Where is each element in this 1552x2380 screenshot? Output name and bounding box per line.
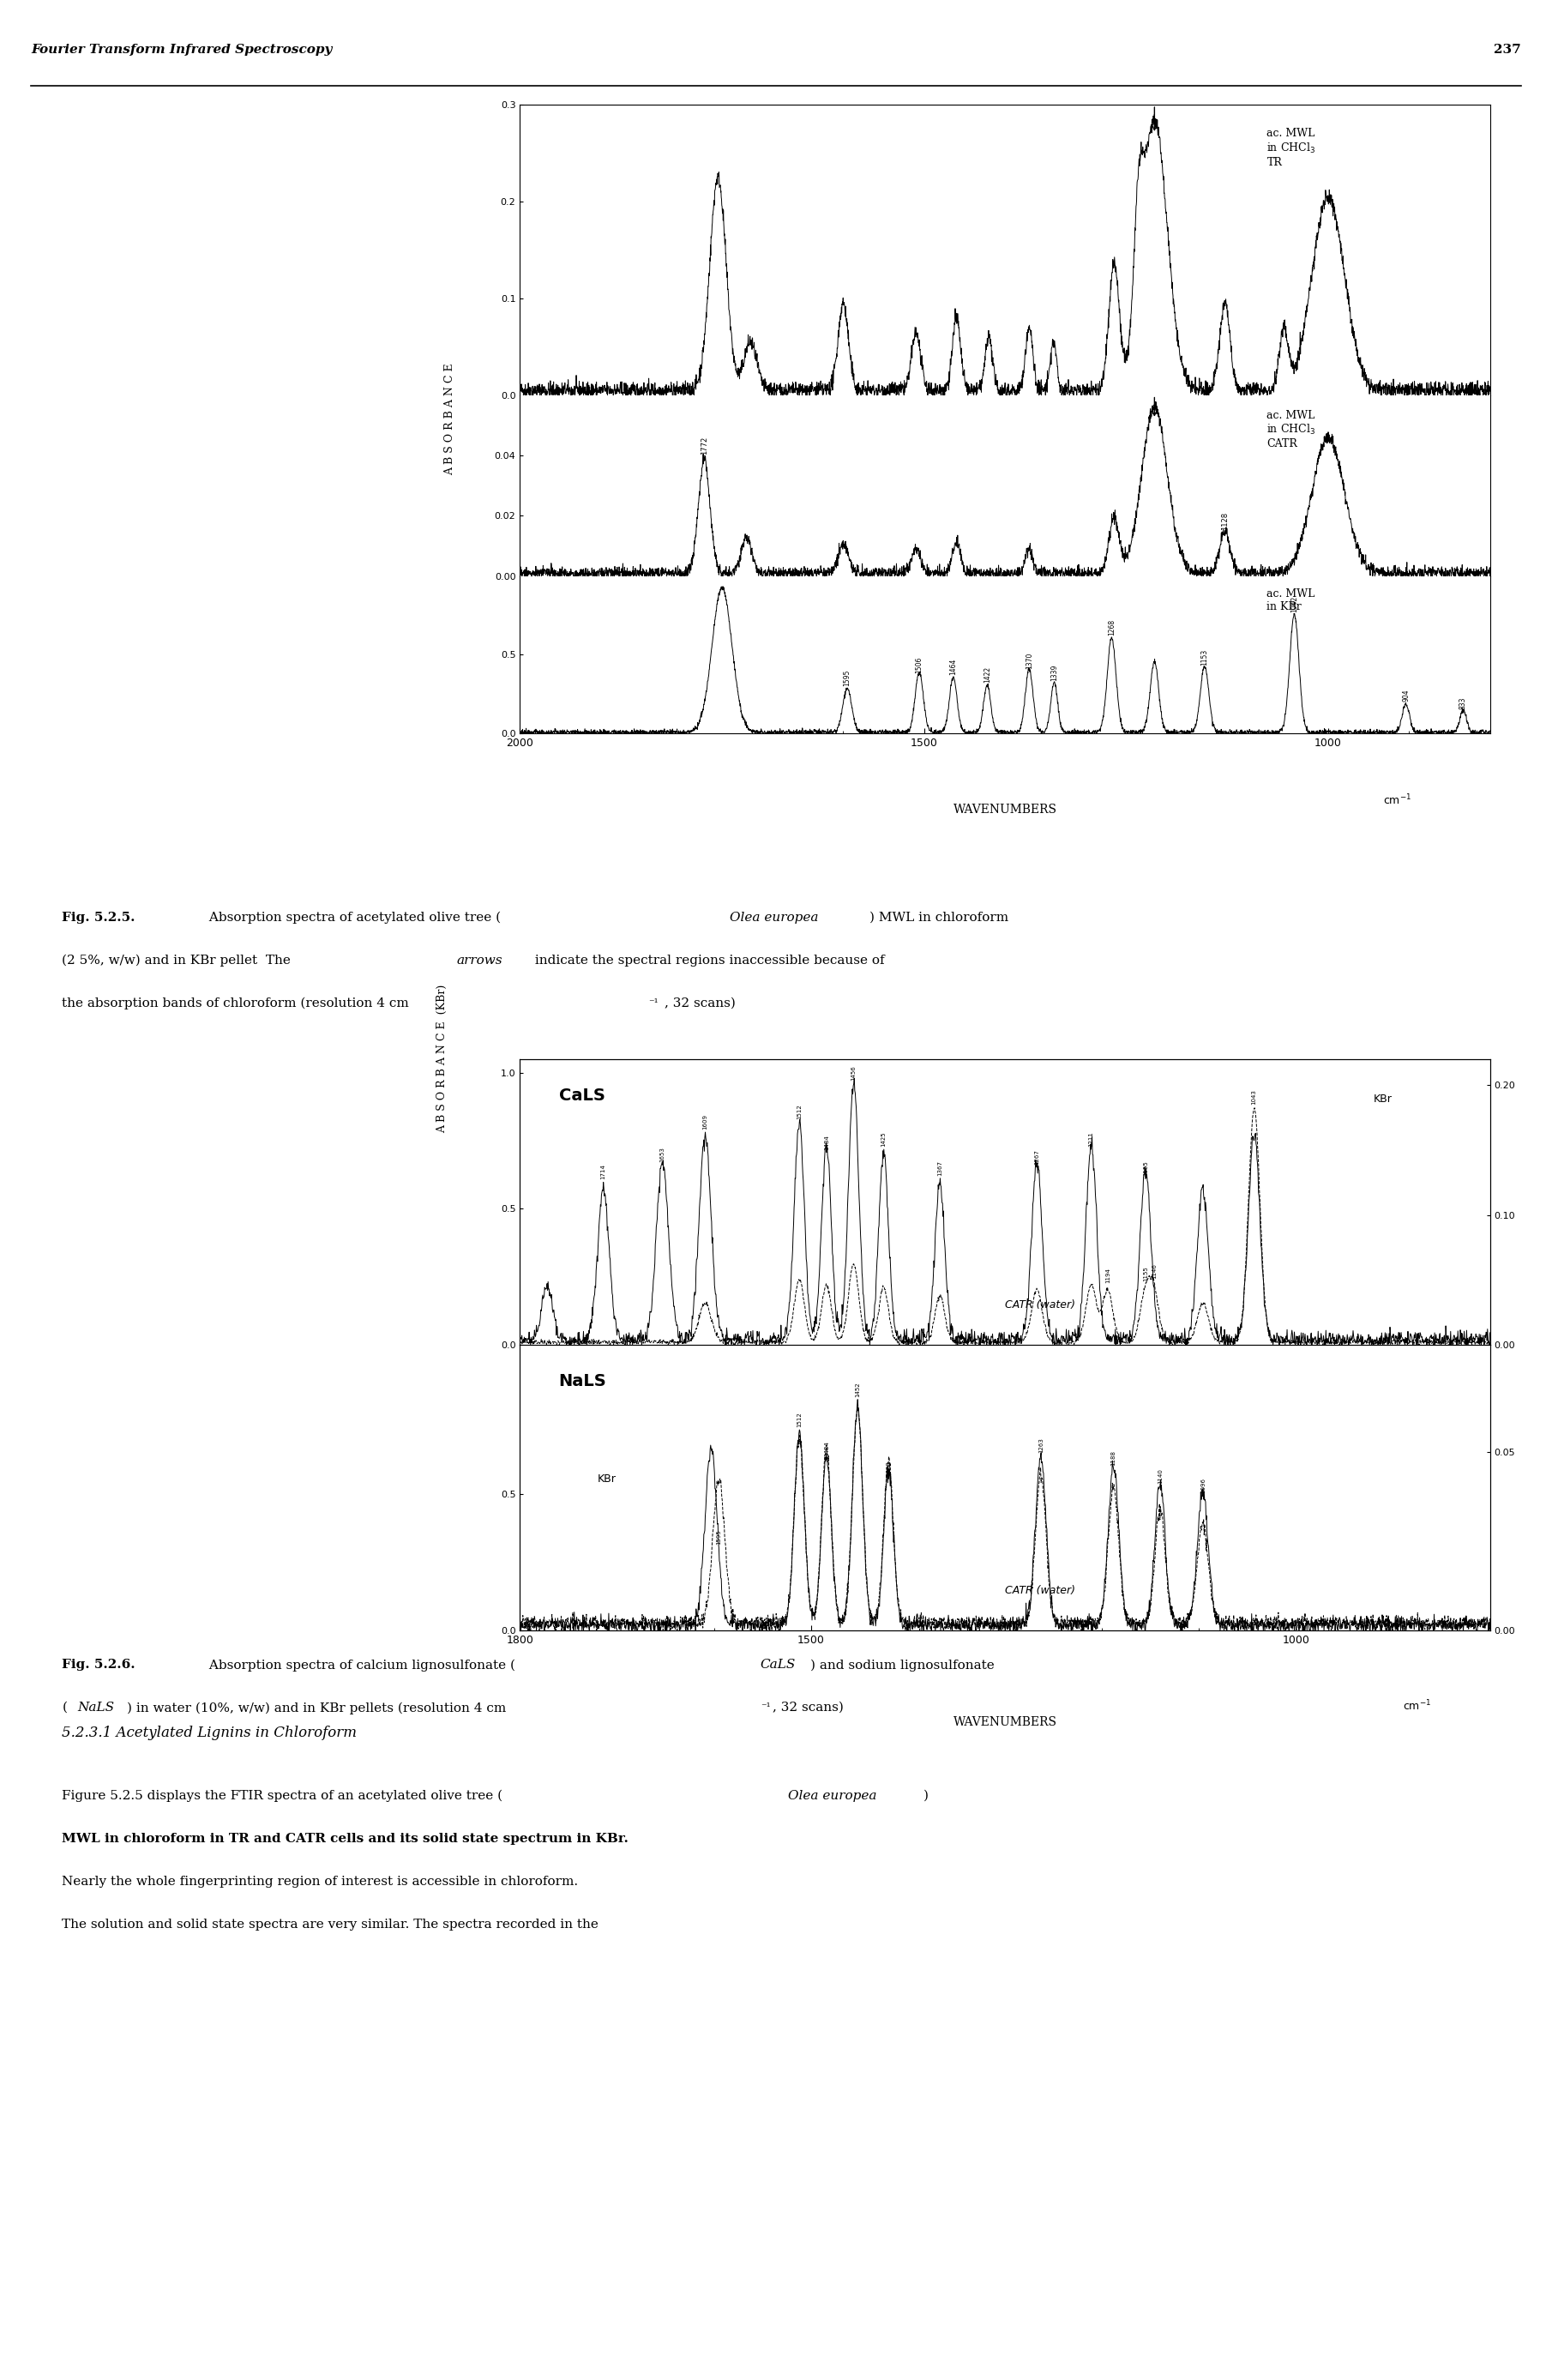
- Text: 1609: 1609: [703, 1114, 708, 1130]
- Text: 1267: 1267: [1034, 1150, 1040, 1164]
- Text: ⁻¹: ⁻¹: [760, 1702, 770, 1714]
- Text: 1595: 1595: [715, 1530, 722, 1545]
- Text: , 32 scans): , 32 scans): [773, 1702, 844, 1714]
- Text: CATR (water): CATR (water): [1006, 1585, 1076, 1597]
- Text: 904: 904: [1401, 688, 1409, 702]
- Text: NaLS: NaLS: [78, 1702, 115, 1714]
- Text: 1153: 1153: [1201, 650, 1209, 666]
- Text: Olea europea: Olea europea: [729, 912, 818, 923]
- Text: 1422: 1422: [984, 666, 992, 683]
- Text: 1506: 1506: [916, 657, 923, 674]
- Text: 1128: 1128: [1221, 512, 1229, 531]
- Text: A B S O R B A N C E  (KBr): A B S O R B A N C E (KBr): [436, 985, 449, 1133]
- Text: CaLS: CaLS: [760, 1659, 796, 1671]
- Text: NaLS: NaLS: [559, 1373, 607, 1390]
- Text: Fig. 5.2.6.: Fig. 5.2.6.: [62, 1659, 135, 1671]
- Text: Absorption spectra of calcium lignosulfonate (: Absorption spectra of calcium lignosulfo…: [205, 1659, 515, 1671]
- Text: 1268: 1268: [1108, 619, 1116, 635]
- Text: Absorption spectra of acetylated olive tree (: Absorption spectra of acetylated olive t…: [205, 912, 501, 923]
- Text: cm$^{-1}$: cm$^{-1}$: [1403, 1699, 1431, 1714]
- Text: 1512: 1512: [796, 1104, 802, 1119]
- Text: A B S O R B A N C E: A B S O R B A N C E: [444, 362, 456, 476]
- Text: Fig. 5.2.5.: Fig. 5.2.5.: [62, 912, 135, 923]
- Text: cm$^{-1}$: cm$^{-1}$: [1383, 793, 1412, 807]
- Text: ) and sodium lignosulfonate: ) and sodium lignosulfonate: [810, 1659, 995, 1671]
- Text: (2 5%, w/w) and in KBr pellet  The: (2 5%, w/w) and in KBr pellet The: [62, 954, 295, 966]
- Text: the absorption bands of chloroform (resolution 4 cm: the absorption bands of chloroform (reso…: [62, 997, 410, 1009]
- Text: 5.2.3.1 Acetylated Lignins in Chloroform: 5.2.3.1 Acetylated Lignins in Chloroform: [62, 1726, 357, 1740]
- Text: 1188: 1188: [1111, 1449, 1116, 1466]
- Text: 1653: 1653: [660, 1147, 666, 1161]
- Text: 1140: 1140: [1158, 1468, 1162, 1485]
- Text: CaLS: CaLS: [559, 1088, 605, 1104]
- Text: ) MWL in chloroform: ) MWL in chloroform: [869, 912, 1009, 923]
- Text: WAVENUMBERS: WAVENUMBERS: [953, 804, 1057, 816]
- Text: ) in water (10%, w/w) and in KBr pellets (resolution 4 cm: ) in water (10%, w/w) and in KBr pellets…: [127, 1702, 506, 1714]
- Text: KBr: KBr: [1374, 1092, 1392, 1104]
- Text: 1155: 1155: [1142, 1161, 1148, 1176]
- Text: Fourier Transform Infrared Spectroscopy: Fourier Transform Infrared Spectroscopy: [31, 43, 332, 55]
- Text: MWL in chloroform in TR and CATR cells and its solid state spectrum in KBr.: MWL in chloroform in TR and CATR cells a…: [62, 1833, 629, 1844]
- Text: 237: 237: [1493, 43, 1521, 55]
- Text: 1339: 1339: [1051, 664, 1058, 681]
- Text: ⁻¹: ⁻¹: [649, 997, 658, 1009]
- Text: 1370: 1370: [1026, 652, 1034, 669]
- Text: 1456: 1456: [850, 1066, 857, 1081]
- Text: ac. MWL
in CHCl$_3$
CATR: ac. MWL in CHCl$_3$ CATR: [1266, 409, 1316, 450]
- Text: CATR (water): CATR (water): [1006, 1299, 1076, 1311]
- Text: Olea europea: Olea europea: [788, 1790, 877, 1802]
- Text: 1042: 1042: [1290, 595, 1297, 612]
- Text: 1512: 1512: [796, 1411, 802, 1428]
- Text: 1452: 1452: [855, 1383, 860, 1397]
- Text: 1464: 1464: [950, 659, 958, 676]
- Text: Nearly the whole fingerprinting region of interest is accessible in chloroform.: Nearly the whole fingerprinting region o…: [62, 1875, 579, 1887]
- Text: 1096: 1096: [1200, 1478, 1206, 1495]
- Text: 1484: 1484: [824, 1135, 829, 1150]
- Text: 1146: 1146: [1152, 1264, 1156, 1278]
- Text: 833: 833: [1459, 697, 1467, 709]
- Text: 1595: 1595: [843, 669, 850, 685]
- Text: ac. MWL
in CHCl$_3$
TR: ac. MWL in CHCl$_3$ TR: [1266, 129, 1316, 169]
- Text: 1263: 1263: [1038, 1438, 1043, 1452]
- Text: 1043: 1043: [1251, 1090, 1257, 1104]
- Text: 1211: 1211: [1088, 1130, 1094, 1147]
- Text: 1420: 1420: [886, 1461, 891, 1476]
- Text: ac. MWL
in KBr: ac. MWL in KBr: [1266, 588, 1315, 612]
- Text: 1425: 1425: [882, 1130, 886, 1147]
- Text: 1155: 1155: [1142, 1266, 1148, 1280]
- Text: , 32 scans): , 32 scans): [664, 997, 736, 1009]
- Text: Figure 5.2.5 displays the FTIR spectra of an acetylated olive tree (: Figure 5.2.5 displays the FTIR spectra o…: [62, 1790, 503, 1802]
- Text: 1714: 1714: [601, 1164, 605, 1180]
- Text: WAVENUMBERS: WAVENUMBERS: [953, 1716, 1057, 1728]
- Text: 1194: 1194: [1105, 1269, 1110, 1283]
- Text: indicate the spectral regions inaccessible because of: indicate the spectral regions inaccessib…: [531, 954, 885, 966]
- Text: 1367: 1367: [937, 1159, 942, 1176]
- Text: arrows: arrows: [456, 954, 503, 966]
- Text: 1484: 1484: [824, 1442, 829, 1457]
- Text: 1772: 1772: [700, 436, 708, 455]
- Text: The solution and solid state spectra are very similar. The spectra recorded in t: The solution and solid state spectra are…: [62, 1918, 599, 1930]
- Text: ): ): [923, 1790, 928, 1802]
- Text: (: (: [62, 1702, 67, 1714]
- Text: KBr: KBr: [598, 1473, 616, 1485]
